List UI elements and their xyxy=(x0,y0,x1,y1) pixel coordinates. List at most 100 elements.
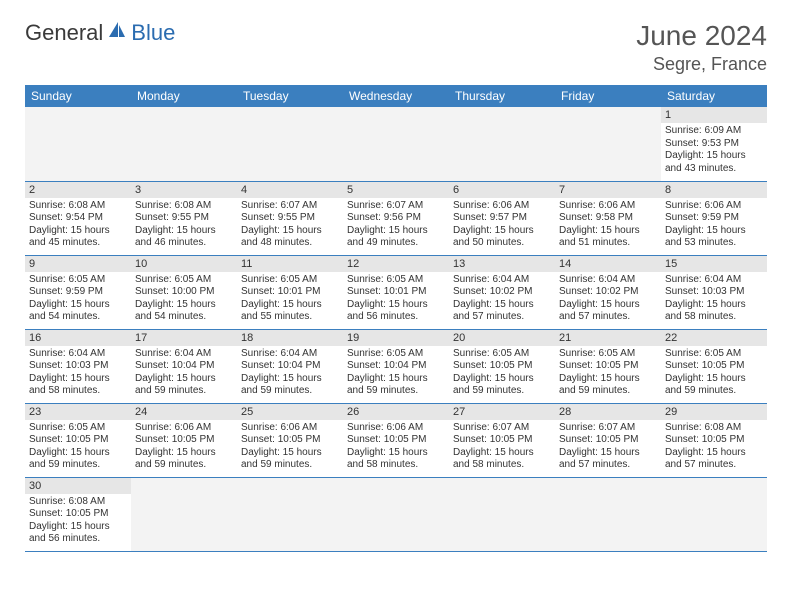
day-number-empty xyxy=(449,107,555,123)
day-info-line: Sunrise: 6:04 AM xyxy=(241,348,339,361)
calendar-cell: 28Sunrise: 6:07 AMSunset: 10:05 PMDaylig… xyxy=(555,403,661,477)
day-number: 6 xyxy=(449,182,555,198)
day-info-line: Daylight: 15 hours xyxy=(29,225,127,238)
day-info-line: Daylight: 15 hours xyxy=(241,299,339,312)
day-number: 26 xyxy=(343,404,449,420)
day-number: 21 xyxy=(555,330,661,346)
day-info-line: Sunset: 10:05 PM xyxy=(29,434,127,447)
day-info: Sunrise: 6:04 AMSunset: 10:04 PMDaylight… xyxy=(131,346,237,400)
day-info-line: and 53 minutes. xyxy=(665,237,763,250)
day-info: Sunrise: 6:04 AMSunset: 10:04 PMDaylight… xyxy=(237,346,343,400)
day-number: 28 xyxy=(555,404,661,420)
day-info-line: Sunrise: 6:08 AM xyxy=(135,200,233,213)
month-year: June 2024 xyxy=(636,20,767,52)
calendar-cell: 5Sunrise: 6:07 AMSunset: 9:56 PMDaylight… xyxy=(343,181,449,255)
logo-text-blue: Blue xyxy=(131,20,175,46)
day-info-line: Sunrise: 6:05 AM xyxy=(347,348,445,361)
calendar-week: 16Sunrise: 6:04 AMSunset: 10:03 PMDaylig… xyxy=(25,329,767,403)
calendar-cell xyxy=(131,107,237,181)
calendar-week: 30Sunrise: 6:08 AMSunset: 10:05 PMDaylig… xyxy=(25,477,767,551)
day-info-line: and 54 minutes. xyxy=(29,311,127,324)
day-info: Sunrise: 6:06 AMSunset: 10:05 PMDaylight… xyxy=(343,420,449,474)
day-info: Sunrise: 6:04 AMSunset: 10:03 PMDaylight… xyxy=(661,272,767,326)
day-info-line: Sunrise: 6:08 AM xyxy=(29,200,127,213)
day-info-line: Daylight: 15 hours xyxy=(665,447,763,460)
day-info-line: and 58 minutes. xyxy=(453,459,551,472)
day-info-line: Daylight: 15 hours xyxy=(665,225,763,238)
day-info-line: Daylight: 15 hours xyxy=(559,299,657,312)
day-info-line: Daylight: 15 hours xyxy=(559,225,657,238)
day-info-line: Sunrise: 6:04 AM xyxy=(665,274,763,287)
day-info-line: Daylight: 15 hours xyxy=(29,521,127,534)
day-number: 5 xyxy=(343,182,449,198)
day-number-empty xyxy=(555,107,661,123)
day-info-line: Daylight: 15 hours xyxy=(135,299,233,312)
day-number: 30 xyxy=(25,478,131,494)
calendar-cell: 12 Sunrise: 6:05 AMSunset: 10:01 PMDaylig… xyxy=(343,255,449,329)
day-number: 12 xyxy=(343,256,449,272)
day-info-line: Daylight: 15 hours xyxy=(135,225,233,238)
day-info-line: Daylight: 15 hours xyxy=(241,225,339,238)
day-number: 13 xyxy=(449,256,555,272)
weekday-header: Tuesday xyxy=(237,85,343,107)
day-info-line: Sunrise: 6:06 AM xyxy=(559,200,657,213)
day-info-line: Sunset: 10:04 PM xyxy=(347,360,445,373)
calendar-cell xyxy=(343,477,449,551)
calendar-cell: 2Sunrise: 6:08 AMSunset: 9:54 PMDaylight… xyxy=(25,181,131,255)
day-info: Sunrise: 6:04 AMSunset: 10:02 PMDaylight… xyxy=(555,272,661,326)
day-info-line: and 59 minutes. xyxy=(347,385,445,398)
day-info: Sunrise: 6:08 AMSunset: 10:05 PMDaylight… xyxy=(25,494,131,548)
day-number-empty xyxy=(237,478,343,494)
day-info-line: and 59 minutes. xyxy=(241,459,339,472)
day-info-line: Daylight: 15 hours xyxy=(559,447,657,460)
calendar-cell xyxy=(237,107,343,181)
location: Segre, France xyxy=(636,54,767,75)
day-info-line: and 46 minutes. xyxy=(135,237,233,250)
day-info-line: and 58 minutes. xyxy=(665,311,763,324)
day-info-line: Daylight: 15 hours xyxy=(347,299,445,312)
weekday-header: Thursday xyxy=(449,85,555,107)
calendar-cell: 6Sunrise: 6:06 AMSunset: 9:57 PMDaylight… xyxy=(449,181,555,255)
day-info: Sunrise: 6:08 AMSunset: 9:54 PMDaylight:… xyxy=(25,198,131,252)
day-info-line: Daylight: 15 hours xyxy=(453,447,551,460)
day-info-line: Sunset: 10:01 PM xyxy=(347,286,445,299)
day-info-line: Sunrise: 6:07 AM xyxy=(559,422,657,435)
day-info: Sunrise: 6:07 AMSunset: 9:55 PMDaylight:… xyxy=(237,198,343,252)
calendar-cell: 29Sunrise: 6:08 AMSunset: 10:05 PMDaylig… xyxy=(661,403,767,477)
calendar-cell: 3Sunrise: 6:08 AMSunset: 9:55 PMDaylight… xyxy=(131,181,237,255)
calendar-cell xyxy=(449,107,555,181)
day-info-line: Daylight: 15 hours xyxy=(241,447,339,460)
calendar-week: 2Sunrise: 6:08 AMSunset: 9:54 PMDaylight… xyxy=(25,181,767,255)
day-info: Sunrise: 6:05 AMSunset: 10:05 PMDaylight… xyxy=(25,420,131,474)
calendar-cell xyxy=(555,107,661,181)
day-number: 22 xyxy=(661,330,767,346)
day-info-line: Daylight: 15 hours xyxy=(453,225,551,238)
day-info-line: Sunrise: 6:05 AM xyxy=(347,274,445,287)
calendar-cell xyxy=(237,477,343,551)
calendar-cell: 19Sunrise: 6:05 AMSunset: 10:04 PMDaylig… xyxy=(343,329,449,403)
day-info-line: and 59 minutes. xyxy=(665,385,763,398)
day-info-line: Daylight: 15 hours xyxy=(29,299,127,312)
day-info-line: Sunset: 10:02 PM xyxy=(453,286,551,299)
day-number: 16 xyxy=(25,330,131,346)
weekday-header: Saturday xyxy=(661,85,767,107)
day-number: 25 xyxy=(237,404,343,420)
day-info-line: Sunrise: 6:04 AM xyxy=(559,274,657,287)
day-info-line: Sunset: 9:54 PM xyxy=(29,212,127,225)
calendar-cell: 14Sunrise: 6:04 AMSunset: 10:02 PMDaylig… xyxy=(555,255,661,329)
calendar-cell xyxy=(343,107,449,181)
day-info-line: and 59 minutes. xyxy=(559,385,657,398)
day-info-line: Sunset: 9:56 PM xyxy=(347,212,445,225)
day-info-line: Sunset: 10:05 PM xyxy=(559,360,657,373)
day-info-line: Daylight: 15 hours xyxy=(347,373,445,386)
day-info: Sunrise: 6:05 AMSunset: 10:04 PMDaylight… xyxy=(343,346,449,400)
day-info-line: and 57 minutes. xyxy=(665,459,763,472)
day-info-line: Sunrise: 6:05 AM xyxy=(135,274,233,287)
day-number: 27 xyxy=(449,404,555,420)
day-info-line: and 57 minutes. xyxy=(559,459,657,472)
day-info-line: and 57 minutes. xyxy=(559,311,657,324)
day-info-line: Daylight: 15 hours xyxy=(29,373,127,386)
calendar-cell: 30Sunrise: 6:08 AMSunset: 10:05 PMDaylig… xyxy=(25,477,131,551)
day-info-line: Sunset: 10:05 PM xyxy=(453,434,551,447)
calendar-cell xyxy=(555,477,661,551)
